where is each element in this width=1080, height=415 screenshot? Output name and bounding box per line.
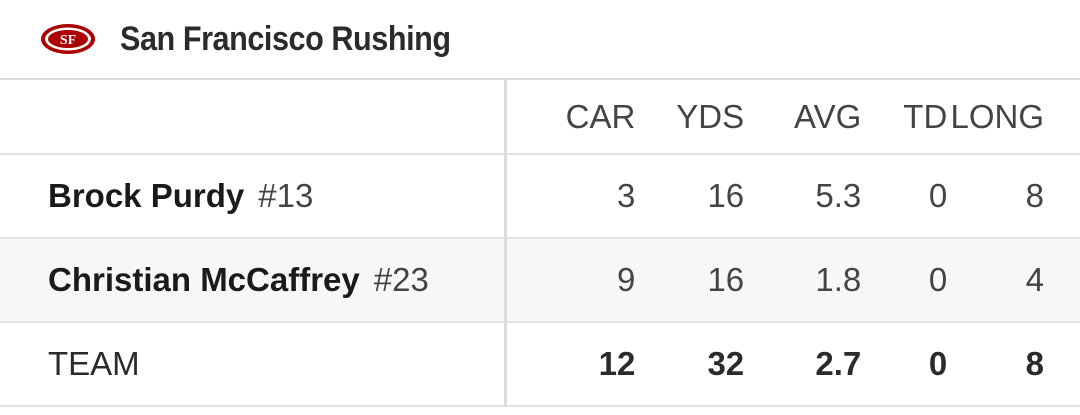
player-cell: Brock Purdy #13	[0, 154, 508, 238]
stat-yds: 16	[707, 261, 745, 298]
jersey-number: #13	[258, 177, 314, 214]
team-label: TEAM	[48, 345, 140, 382]
stat-avg: 5.3	[815, 177, 862, 214]
stat-long: 4	[1025, 261, 1044, 298]
stat-car: 3	[616, 177, 636, 214]
jersey-number: #23	[373, 261, 429, 298]
player-name-link[interactable]: Brock Purdy	[48, 177, 245, 214]
stat-yds: 16	[707, 177, 745, 214]
table-header-row: CAR YDS AVG TD LONG	[0, 80, 1080, 154]
column-header-long[interactable]: LONG	[950, 97, 1044, 135]
column-header-td[interactable]: TD	[903, 97, 948, 135]
49ers-logo-icon: SF	[40, 23, 96, 55]
stat-car: 9	[616, 261, 636, 298]
stat-long: 8	[1025, 177, 1044, 214]
stat-td: 0	[928, 261, 948, 298]
header-name-cell	[0, 80, 508, 154]
rushing-stats-table: CAR YDS AVG TD LONG Brock Purdy #13 3 16 …	[0, 80, 1080, 407]
team-stat-yds: 32	[707, 345, 745, 382]
table-row: Christian McCaffrey #23 9 16 1.8 0 4	[0, 238, 1080, 322]
column-header-car[interactable]: CAR	[565, 97, 636, 135]
section-header: SF San Francisco Rushing	[0, 0, 1080, 80]
column-header-yds[interactable]: YDS	[676, 97, 745, 135]
stat-avg: 1.8	[815, 261, 862, 298]
team-stat-long: 8	[1025, 345, 1044, 382]
svg-text:SF: SF	[60, 33, 76, 48]
team-totals-row: TEAM 12 32 2.7 0 8	[0, 322, 1080, 406]
page-title: San Francisco Rushing	[120, 19, 451, 58]
player-name-link[interactable]: Christian McCaffrey	[48, 261, 360, 298]
table-row: Brock Purdy #13 3 16 5.3 0 8	[0, 154, 1080, 238]
team-stat-td: 0	[928, 345, 948, 382]
column-header-avg[interactable]: AVG	[794, 97, 862, 135]
team-stat-avg: 2.7	[815, 345, 862, 382]
team-cell: TEAM	[0, 322, 508, 406]
team-stat-car: 12	[598, 345, 636, 382]
stat-td: 0	[928, 177, 948, 214]
player-cell: Christian McCaffrey #23	[0, 238, 508, 322]
